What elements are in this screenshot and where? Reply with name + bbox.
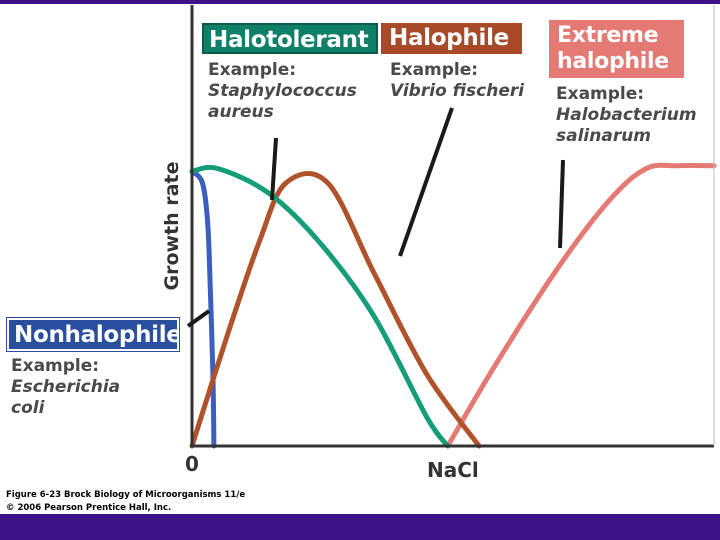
- pointer-line-halophile: [398, 107, 454, 257]
- halotolerant-example: Example: Staphylococcus aureus: [208, 60, 357, 123]
- x-axis-label: NaCl: [427, 458, 479, 482]
- halophile-title: Halophile: [389, 25, 509, 51]
- halotolerant-example-heading: Example:: [208, 60, 297, 80]
- extreme-halophile-species-line2: salinarum: [556, 126, 652, 146]
- halophile-species-line1: Vibrio fischeri: [390, 81, 525, 101]
- y-axis-label: Growth rate: [161, 162, 183, 291]
- figure-caption-line1: Figure 6-23 Brock Biology of Microorgani…: [6, 490, 246, 500]
- nonhalophile-label: Nonhalophile: [6, 317, 182, 352]
- halotolerant-label: Halotolerant: [202, 23, 378, 54]
- halotolerant-title: Halotolerant: [209, 27, 369, 53]
- nonhalophile-species-line2: coli: [11, 398, 45, 418]
- figure-caption-line2: © 2006 Pearson Prentice Hall, Inc.: [6, 503, 172, 513]
- extreme-halophile-example: Example: Halobacterium salinarum: [556, 84, 697, 147]
- bottom-frame-bar: [0, 514, 720, 540]
- extreme-halophile-label: Extreme halophile: [549, 20, 684, 78]
- pointer-line-nonhalophile: [186, 309, 211, 328]
- halotolerant-species-line2: aureus: [208, 102, 274, 122]
- curve-extreme-halophile: [445, 162, 717, 449]
- x-origin-label-text: 0: [185, 452, 199, 476]
- curve-halotolerant: [189, 164, 451, 449]
- pointer-line-halotolerant: [270, 137, 278, 201]
- y-axis-label-text: Growth rate: [161, 161, 183, 291]
- nonhalophile-species-line1: Escherichia: [11, 377, 121, 397]
- extreme-halophile-title-line2: halophile: [557, 49, 669, 74]
- chart-curves: [189, 162, 717, 449]
- halophile-example: Example: Vibrio fischeri: [390, 60, 524, 102]
- nonhalophile-title: Nonhalophile: [14, 322, 182, 348]
- pointer-line-extreme-halophile: [558, 159, 565, 249]
- halophile-example-heading: Example:: [390, 60, 479, 80]
- extreme-halophile-example-heading: Example:: [556, 84, 645, 104]
- x-axis-label-text: NaCl: [427, 458, 479, 482]
- extreme-halophile-title-line1: Extreme: [557, 23, 659, 48]
- nonhalophile-example: Example: Escherichia coli: [11, 356, 120, 419]
- curve-halophile: [189, 171, 482, 449]
- halotolerant-species-line1: Staphylococcus: [208, 81, 357, 101]
- halophile-label: Halophile: [381, 23, 522, 54]
- extreme-halophile-species-line1: Halobacterium: [556, 105, 697, 125]
- nonhalophile-example-heading: Example:: [11, 356, 100, 376]
- x-origin-label: 0: [185, 452, 199, 476]
- top-frame-bar: [0, 0, 720, 4]
